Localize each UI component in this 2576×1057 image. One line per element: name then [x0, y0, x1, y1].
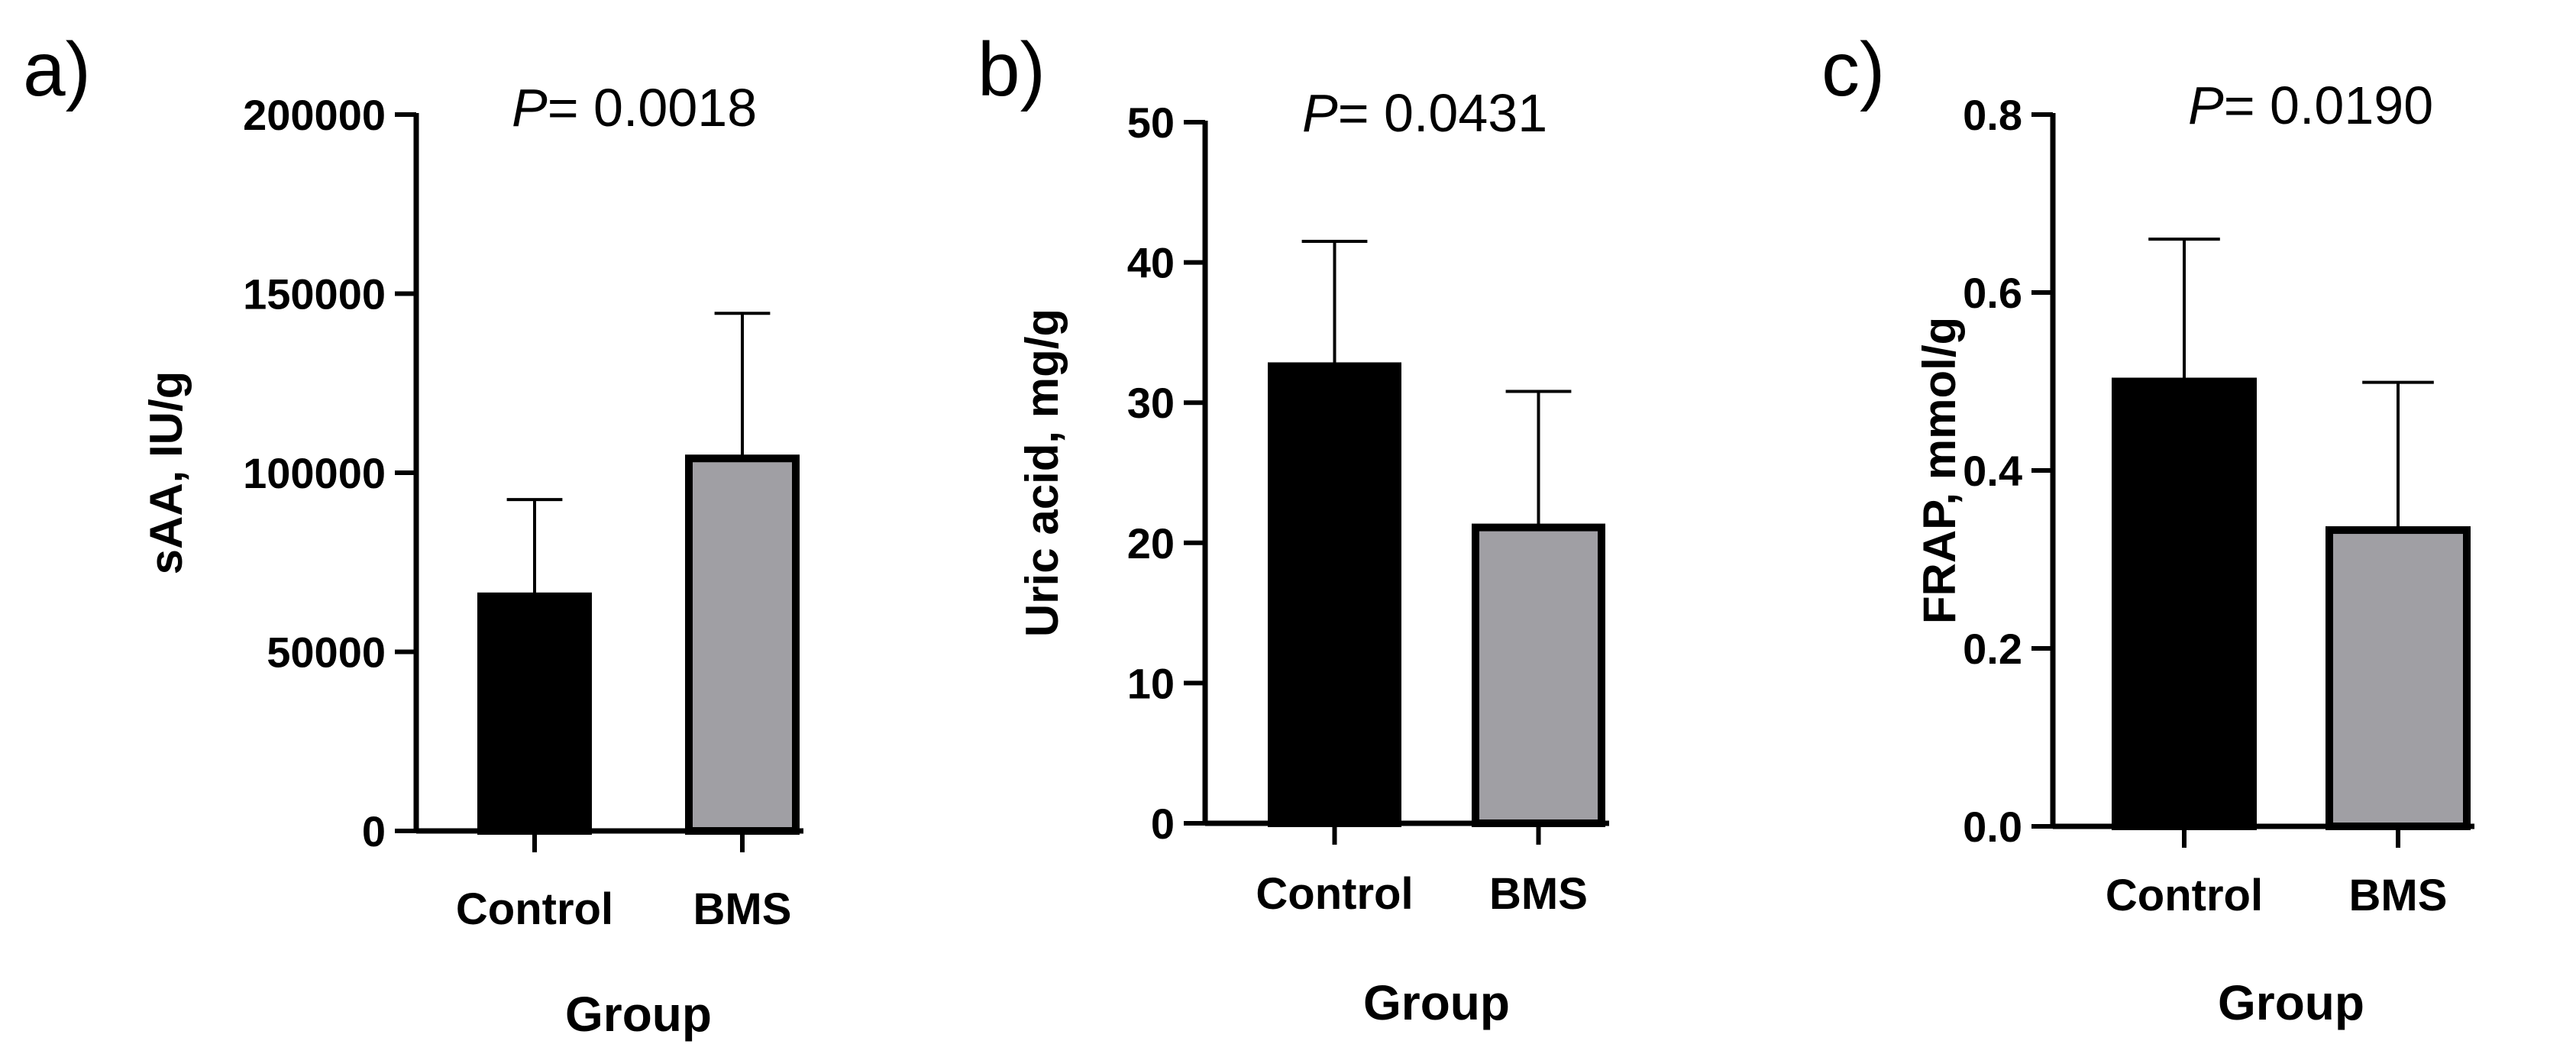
p-value-annotation: P= 0.0190 — [2188, 76, 2433, 135]
y-tick-label: 0.4 — [1963, 447, 2022, 495]
x-tick-label: Control — [1256, 869, 1413, 919]
y-tick-label: 200000 — [243, 91, 386, 139]
x-tick-label: BMS — [693, 884, 792, 934]
bar-control — [2112, 377, 2257, 830]
y-tick-label: 10 — [1127, 659, 1175, 707]
p-value: = 0.0431 — [1338, 83, 1547, 143]
y-tick-label: 0.8 — [1963, 91, 2022, 139]
bar-bms — [2326, 526, 2471, 830]
y-tick-label: 0.0 — [1963, 803, 2022, 851]
x-axis-label: Group — [2218, 975, 2364, 1030]
bar-bms — [1472, 523, 1605, 827]
x-tick-label: BMS — [2349, 871, 2448, 920]
p-value-annotation: P= 0.0431 — [1302, 83, 1547, 143]
bar-bms — [685, 454, 800, 835]
y-tick-label: 100000 — [243, 449, 386, 497]
y-tick-label: 30 — [1127, 379, 1175, 427]
x-axis-label: Group — [1363, 975, 1510, 1030]
p-symbol: P — [512, 78, 548, 137]
y-tick-label: 0 — [362, 807, 386, 855]
x-tick-label: Control — [2106, 871, 2263, 920]
y-tick-label: 50 — [1127, 99, 1175, 147]
y-tick-label: 0.2 — [1963, 625, 2022, 673]
y-tick-label: 40 — [1127, 239, 1175, 287]
y-tick-label: 0 — [1151, 800, 1175, 848]
p-symbol: P — [1302, 83, 1338, 143]
y-axis-label: FRAP, mmol/g — [1914, 317, 1965, 624]
panel-label: a) — [23, 27, 91, 112]
x-tick-label: Control — [456, 884, 613, 934]
panel-label: c) — [1821, 27, 1885, 112]
panel-label: b) — [978, 27, 1046, 112]
y-tick-label: 0.6 — [1963, 269, 2022, 317]
chart-panel-1: a) P= 0.0018 Control BMS 0 50000 100000 150000 2… — [23, 27, 803, 1042]
y-tick-label: 150000 — [243, 270, 386, 318]
chart-panel-2: b) P= 0.0431 Control BMS 0 10 20 30 40 50 Uric aci… — [978, 27, 1609, 1030]
p-value: = 0.0018 — [548, 78, 757, 137]
bar-control — [1268, 362, 1401, 827]
p-value: = 0.0190 — [2224, 76, 2433, 135]
p-value-annotation: P= 0.0018 — [512, 78, 757, 137]
y-axis-label: sAA, IU/g — [141, 371, 192, 575]
x-tick-label: BMS — [1489, 869, 1588, 919]
x-axis-label: Group — [565, 987, 712, 1042]
y-axis-label: Uric acid, mg/g — [1017, 309, 1068, 637]
y-tick-label: 20 — [1127, 519, 1175, 567]
y-tick-label: 50000 — [267, 629, 386, 677]
p-symbol: P — [2188, 76, 2224, 135]
chart-panel-3: c) P= 0.0190 Control BMS 0.0 0.2 0.4 0.6 0.8 FRAP… — [1821, 27, 2474, 1030]
bar-control — [477, 592, 592, 835]
